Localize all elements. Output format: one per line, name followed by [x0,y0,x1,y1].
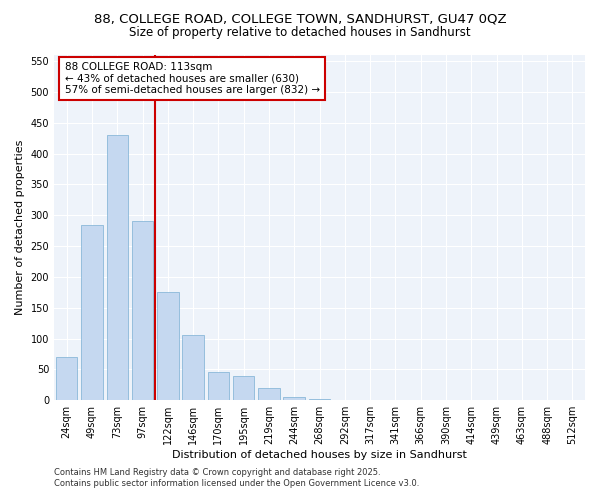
Bar [132,222,153,400]
Bar [283,397,305,400]
Bar [107,135,128,400]
Bar [157,292,179,400]
Text: 88 COLLEGE ROAD: 113sqm
← 43% of detached houses are smaller (630)
57% of semi-d: 88 COLLEGE ROAD: 113sqm ← 43% of detache… [65,62,320,95]
Bar [56,357,77,400]
Bar [258,388,280,400]
Bar [208,372,229,400]
Bar [182,336,204,400]
Text: Contains HM Land Registry data © Crown copyright and database right 2025.
Contai: Contains HM Land Registry data © Crown c… [54,468,419,487]
X-axis label: Distribution of detached houses by size in Sandhurst: Distribution of detached houses by size … [172,450,467,460]
Bar [81,224,103,400]
Text: Size of property relative to detached houses in Sandhurst: Size of property relative to detached ho… [129,26,471,39]
Y-axis label: Number of detached properties: Number of detached properties [15,140,25,316]
Bar [309,399,330,400]
Text: 88, COLLEGE ROAD, COLLEGE TOWN, SANDHURST, GU47 0QZ: 88, COLLEGE ROAD, COLLEGE TOWN, SANDHURS… [94,12,506,26]
Bar [233,376,254,400]
